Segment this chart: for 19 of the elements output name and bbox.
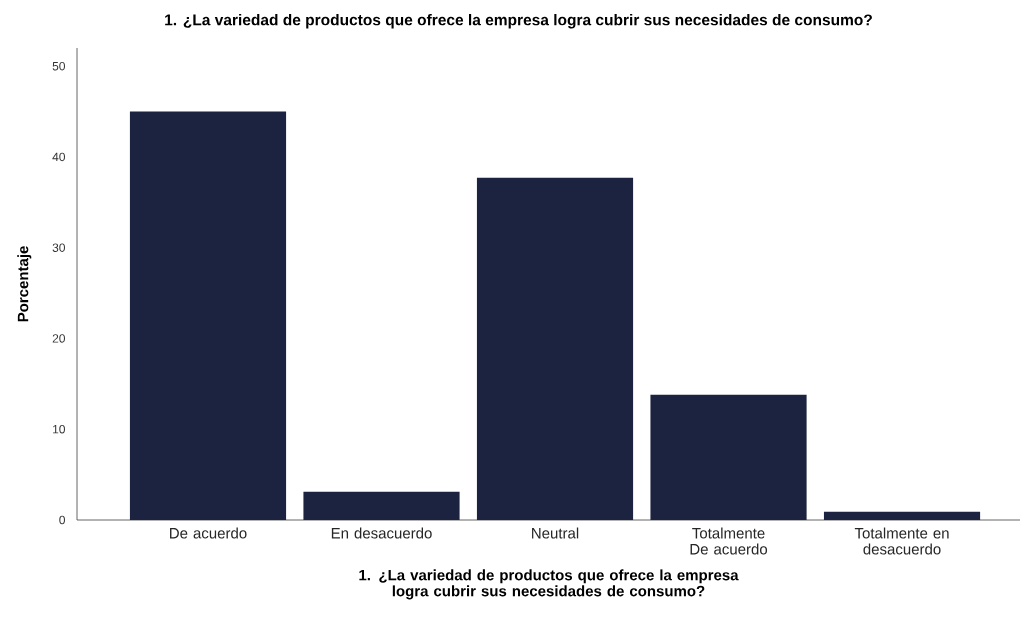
x-tick-label: Totalmente De acuerdo bbox=[690, 527, 768, 555]
bar bbox=[650, 394, 807, 520]
x-tick-label: De acuerdo bbox=[170, 527, 247, 539]
x-tick-label: Totalmente en desacuerdo bbox=[854, 527, 949, 555]
y-tick-label: 50 bbox=[52, 61, 66, 71]
bar bbox=[303, 491, 460, 520]
y-axis-title: Porcentaje bbox=[17, 246, 32, 322]
bar bbox=[823, 511, 981, 520]
x-tick-label: Neutral bbox=[532, 527, 579, 539]
bar bbox=[476, 177, 634, 520]
y-tick-label: 10 bbox=[53, 424, 66, 434]
x-axis-title: 1. ¿La variedad de productos que ofrece la empresa logra cubrir sus necesidades de consumo? bbox=[359, 569, 739, 600]
y-tick-label: 0 bbox=[59, 515, 66, 525]
chart-title: 1. ¿La variedad de productos que ofrece la empresa logra cubrir sus necesidades de consumo? bbox=[165, 13, 872, 29]
y-tick-label: 30 bbox=[52, 243, 66, 252]
bar bbox=[129, 111, 287, 520]
y-tick-label: 20 bbox=[52, 334, 66, 343]
y-tick-label: 40 bbox=[52, 152, 66, 162]
x-tick-label: En desacuerdo bbox=[331, 527, 432, 539]
